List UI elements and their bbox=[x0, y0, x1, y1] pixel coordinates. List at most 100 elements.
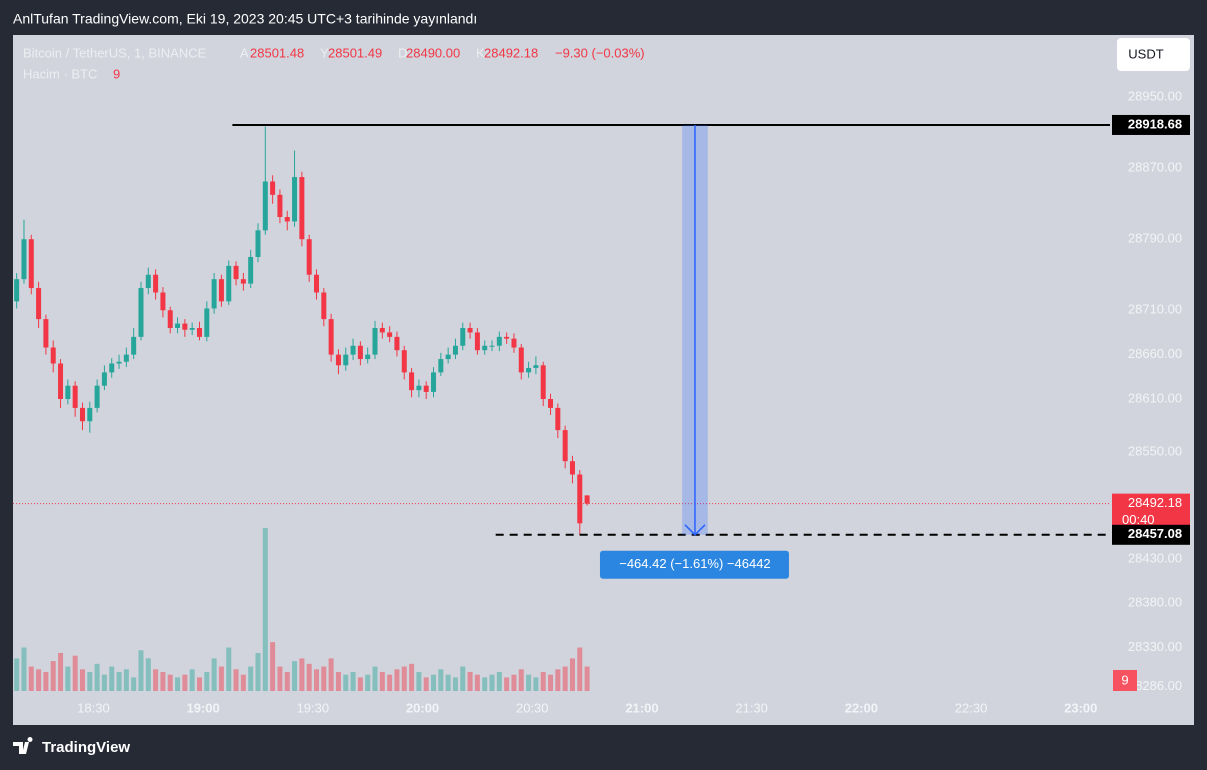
volume-bar bbox=[196, 677, 202, 691]
candle-body bbox=[533, 365, 539, 368]
candle-body bbox=[584, 495, 590, 504]
y-tick-label: 28660.00 bbox=[1128, 346, 1182, 361]
candle-body bbox=[21, 239, 27, 280]
candle-body bbox=[387, 332, 393, 337]
candle-body bbox=[277, 194, 283, 218]
plot: 28950.00 28870.00 28790.00 28710.00 28660.00… bbox=[13, 89, 1190, 715]
currency-button[interactable] bbox=[1117, 38, 1190, 71]
candle-body bbox=[365, 354, 371, 360]
candle-body bbox=[335, 354, 341, 366]
candle-body bbox=[438, 359, 444, 373]
volume-bar bbox=[445, 674, 451, 691]
volume-bar bbox=[50, 661, 56, 691]
candle-body bbox=[511, 338, 517, 348]
candle-body bbox=[372, 327, 378, 355]
candle-body bbox=[445, 354, 451, 360]
candle-body bbox=[321, 292, 327, 320]
legend-high-label: Y bbox=[320, 45, 329, 60]
candle-body bbox=[431, 372, 437, 392]
volume-bar bbox=[21, 647, 27, 691]
volume-bar bbox=[431, 674, 437, 691]
brand-logo bbox=[13, 737, 33, 754]
low-label: 28457.08 bbox=[1128, 526, 1182, 541]
volume-bar bbox=[540, 671, 546, 691]
x-tick-label: 20:30 bbox=[516, 700, 549, 715]
candle-body bbox=[284, 217, 290, 222]
chart-pane bbox=[13, 35, 1194, 725]
candle-body bbox=[218, 279, 224, 302]
candle-body bbox=[292, 177, 298, 222]
volume-bar bbox=[357, 677, 363, 691]
x-tick-label: 21:00 bbox=[625, 700, 658, 715]
legend-close-label: K bbox=[476, 45, 485, 60]
volume-label: 9 bbox=[1121, 672, 1128, 687]
volume-bar bbox=[467, 671, 473, 691]
candle-body bbox=[460, 327, 466, 346]
volume-bar bbox=[153, 669, 159, 691]
volume-bar bbox=[292, 661, 298, 691]
candle-body bbox=[540, 365, 546, 400]
volume-title: Hacim · BTC bbox=[23, 66, 97, 81]
candle-body bbox=[50, 347, 56, 364]
candle-body bbox=[145, 274, 151, 289]
volume-bar bbox=[365, 674, 371, 691]
volume-bar bbox=[350, 671, 356, 691]
candle-body bbox=[204, 308, 210, 337]
header-title: AnlTufan TradingView.com, Eki 19, 2023 2… bbox=[13, 11, 477, 27]
x-tick-label: 21:30 bbox=[735, 700, 768, 715]
y-tick-label: 28870.00 bbox=[1128, 160, 1182, 175]
volume-bar bbox=[14, 658, 20, 691]
volume-bar bbox=[123, 669, 129, 691]
y-tick-label: 28550.00 bbox=[1128, 444, 1182, 459]
low-label-box bbox=[1112, 524, 1190, 545]
candle-body bbox=[423, 385, 429, 392]
y-tick-label: 28790.00 bbox=[1128, 231, 1182, 246]
volume-bar bbox=[262, 528, 268, 691]
candle-body bbox=[167, 310, 173, 328]
volume-bar bbox=[423, 677, 429, 691]
volume-bar bbox=[270, 642, 276, 691]
volume-bar bbox=[175, 677, 181, 691]
candle-body bbox=[43, 319, 49, 348]
candle-body bbox=[94, 385, 100, 408]
legend-open: 28501.48 bbox=[250, 45, 304, 60]
candle-body bbox=[14, 279, 20, 302]
candle-body bbox=[116, 361, 122, 364]
candle-body bbox=[496, 336, 502, 346]
candle-body bbox=[482, 345, 488, 351]
high-label-box bbox=[1112, 114, 1190, 135]
candle-body bbox=[504, 336, 510, 339]
volume-bar bbox=[474, 674, 480, 691]
candle-body bbox=[226, 265, 232, 302]
volume-bar bbox=[401, 666, 407, 691]
candle-body bbox=[299, 177, 305, 240]
volume-bar bbox=[218, 666, 224, 691]
candle-body bbox=[526, 367, 532, 373]
volume-bar bbox=[116, 671, 122, 691]
candle-body bbox=[306, 239, 312, 275]
volume-bar bbox=[72, 655, 78, 691]
measure-label-box bbox=[599, 550, 789, 579]
volume-bar bbox=[189, 669, 195, 691]
volume-bar bbox=[248, 666, 254, 691]
candle-body bbox=[357, 345, 363, 360]
x-tick-label: 19:00 bbox=[187, 700, 220, 715]
currency[interactable]: USDT bbox=[1128, 46, 1163, 61]
volume-bar bbox=[511, 674, 517, 691]
x-tick-label: 19:30 bbox=[297, 700, 330, 715]
x-tick-label: 23:00 bbox=[1064, 700, 1097, 715]
volume-bar bbox=[211, 658, 217, 691]
legend-high: 28501.49 bbox=[328, 45, 382, 60]
measure-arrowhead bbox=[684, 524, 706, 536]
volume-bar bbox=[526, 674, 532, 691]
volume-bar bbox=[101, 674, 107, 691]
current-label: 28492.18 bbox=[1128, 495, 1182, 510]
volume-bar bbox=[489, 674, 495, 691]
candle-body bbox=[548, 399, 554, 408]
candle-body bbox=[343, 354, 349, 366]
legend-low-label: D bbox=[398, 45, 407, 60]
candle-body bbox=[101, 372, 107, 386]
legend-close: 28492.18 bbox=[484, 45, 538, 60]
volume-bar bbox=[335, 671, 341, 691]
candle-body bbox=[160, 292, 166, 311]
